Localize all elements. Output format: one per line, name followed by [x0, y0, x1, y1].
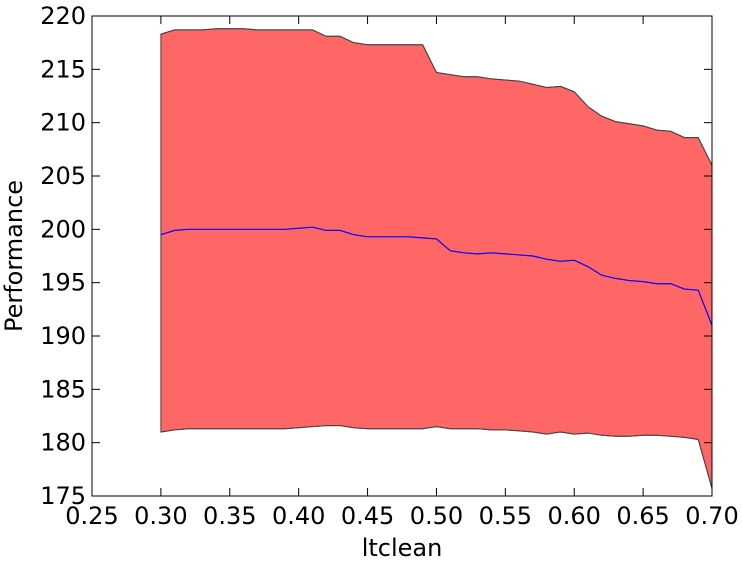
x-tick-label: 0.40 [272, 502, 325, 530]
band-fill [160, 28, 713, 489]
y-tick-label: 200 [40, 215, 86, 243]
y-axis-label: Performance [0, 180, 28, 332]
x-tick-label: 0.55 [479, 502, 532, 530]
x-axis-label: ltclean [362, 534, 443, 562]
x-tick-label: 0.60 [548, 502, 601, 530]
y-tick-label: 180 [40, 429, 86, 457]
x-tick-label: 0.25 [65, 502, 118, 530]
y-tick-label: 185 [40, 375, 86, 403]
band-lower-edge [160, 425, 713, 489]
x-tick-label: 0.65 [616, 502, 669, 530]
plot-frame [91, 15, 713, 497]
mean-line [160, 226, 713, 326]
x-tick-label: 0.70 [685, 502, 738, 530]
y-tick-label: 205 [40, 162, 86, 190]
y-tick-label: 215 [40, 55, 86, 83]
y-tick-label: 190 [40, 322, 86, 350]
x-tick-label: 0.50 [410, 502, 463, 530]
y-tick-label: 220 [40, 2, 86, 30]
y-tick-label: 210 [40, 109, 86, 137]
band-upper-edge [160, 28, 713, 166]
x-tick-label: 0.35 [203, 502, 256, 530]
y-tick-label: 195 [40, 269, 86, 297]
x-tick-label: 0.30 [134, 502, 187, 530]
y-tick-label: 175 [40, 482, 86, 510]
x-tick-label: 0.45 [341, 502, 394, 530]
